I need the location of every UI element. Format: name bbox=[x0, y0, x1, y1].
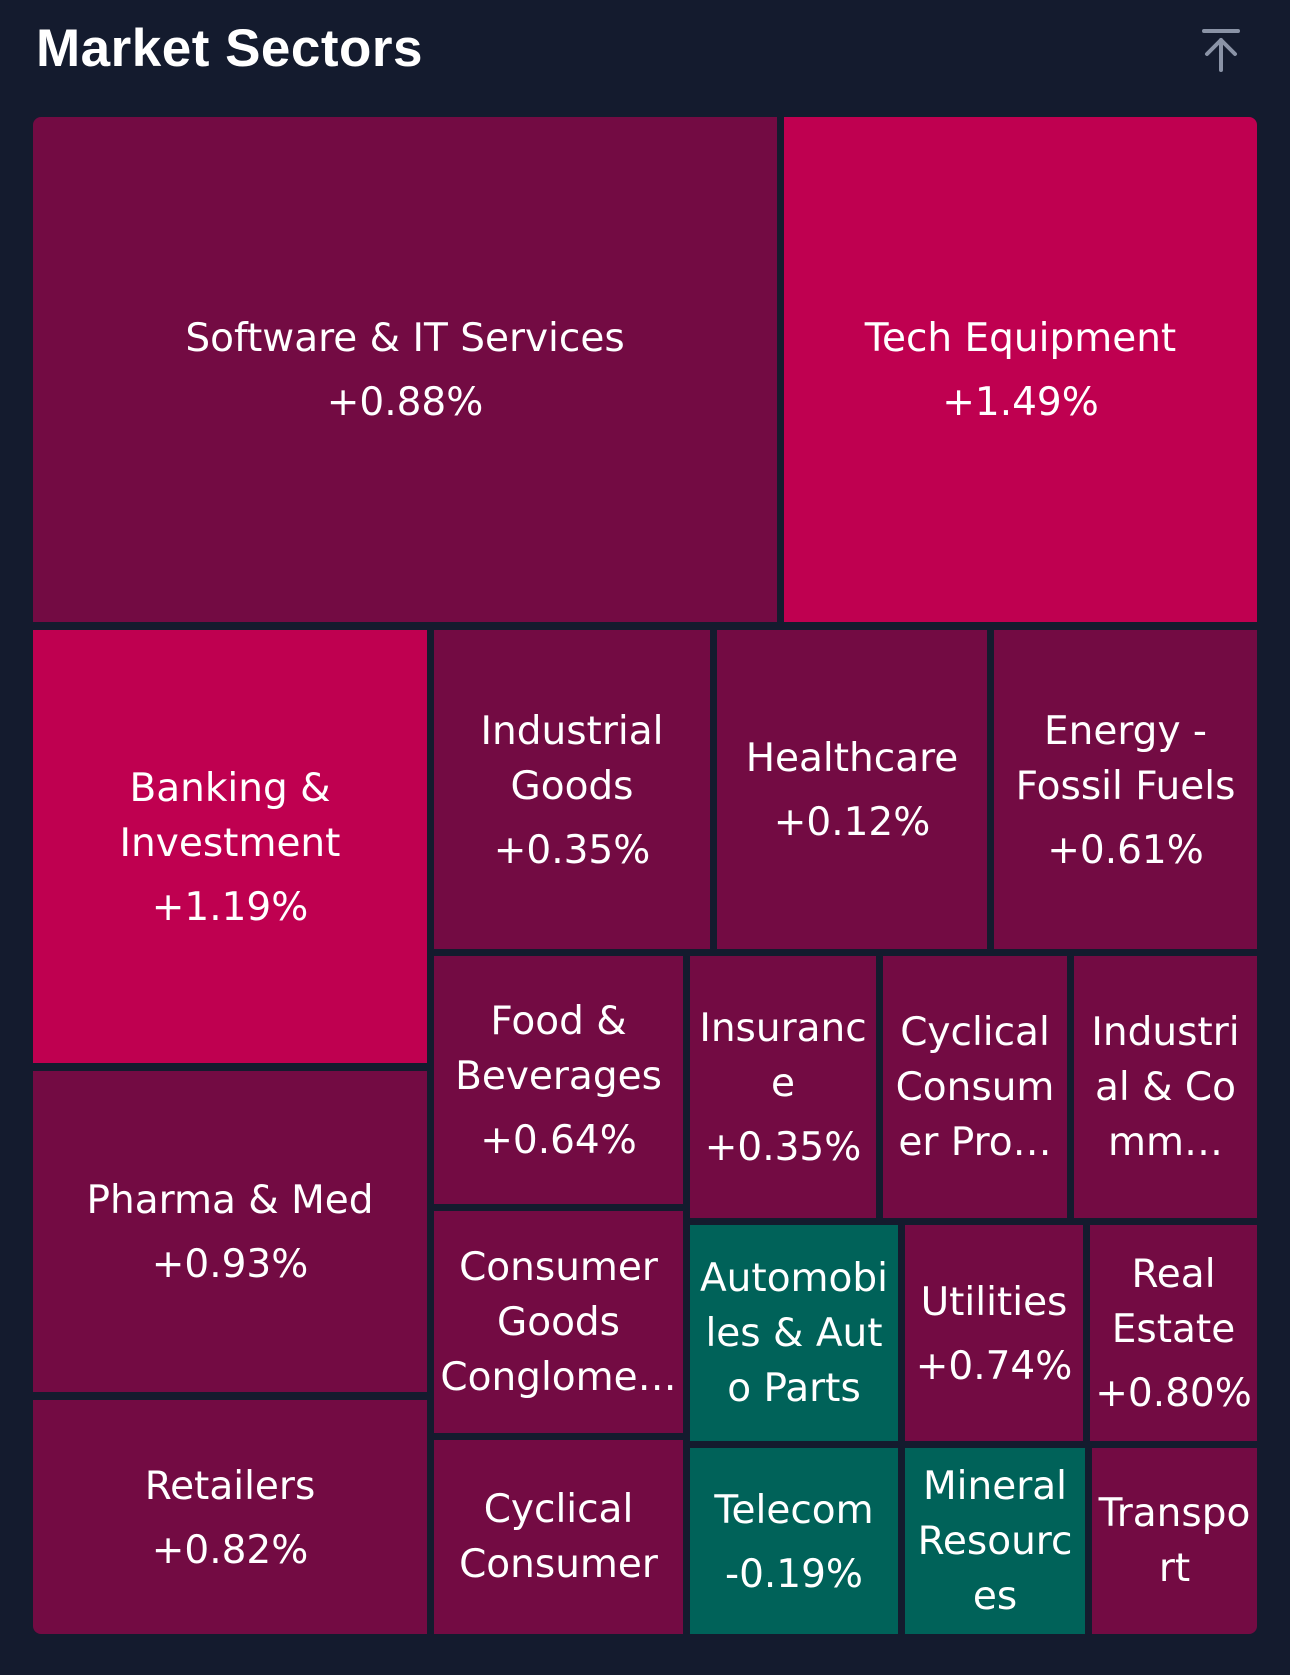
sector-tile-automobiles-auto-parts[interactable]: Automobiles & Auto Parts bbox=[690, 1225, 898, 1441]
sector-change: +0.74% bbox=[915, 1343, 1073, 1389]
sector-change: +0.88% bbox=[326, 380, 484, 425]
sector-name: Software & IT Services bbox=[185, 316, 625, 361]
sector-change: +0.80% bbox=[1095, 1371, 1252, 1416]
sector-tile-software-it-services[interactable]: Software & IT Services +0.88% bbox=[33, 117, 777, 622]
sector-tile-insurance[interactable]: Insurance +0.35% bbox=[690, 956, 876, 1218]
sector-name: Banking & Investment bbox=[119, 765, 341, 866]
sector-name: Industrial Goods bbox=[480, 708, 664, 809]
sector-name: Food & Beverages bbox=[455, 999, 662, 1099]
sector-change: +0.61% bbox=[1047, 827, 1204, 873]
sector-name: Insurance bbox=[699, 1006, 867, 1106]
sector-tile-transport[interactable]: Transport bbox=[1092, 1448, 1257, 1634]
sector-name: Automobiles & Auto Parts bbox=[700, 1255, 888, 1411]
sector-change: +0.82% bbox=[151, 1527, 309, 1573]
sector-tile-banking-investment[interactable]: Banking & Investment +1.19% bbox=[33, 630, 427, 1063]
sector-tile-pharma-med[interactable]: Pharma & Med +0.93% bbox=[33, 1071, 427, 1392]
sector-tile-industrial-goods[interactable]: Industrial Goods +0.35% bbox=[434, 630, 710, 949]
sector-tile-food-beverages[interactable]: Food & Beverages +0.64% bbox=[434, 956, 683, 1204]
sector-name: Retailers bbox=[144, 1463, 316, 1509]
sector-name: Industrial & Comm… bbox=[1091, 1009, 1240, 1165]
sector-tile-healthcare[interactable]: Healthcare +0.12% bbox=[717, 630, 987, 949]
sector-name: Cyclical Consumer Pro… bbox=[895, 1009, 1055, 1165]
sector-name: Tech Equipment bbox=[864, 316, 1177, 361]
sector-name: Utilities bbox=[920, 1279, 1068, 1325]
sector-change: +1.49% bbox=[942, 380, 1099, 425]
sector-tile-energy-fossil-fuels[interactable]: Energy - Fossil Fuels +0.61% bbox=[994, 630, 1257, 949]
sector-name: Real Estate bbox=[1111, 1252, 1236, 1352]
sector-change: +0.35% bbox=[493, 827, 651, 873]
scroll-to-top-button[interactable] bbox=[1193, 22, 1249, 78]
sector-tile-retailers[interactable]: Retailers +0.82% bbox=[33, 1400, 427, 1634]
sector-tile-utilities[interactable]: Utilities +0.74% bbox=[905, 1225, 1083, 1441]
sector-change: +0.35% bbox=[704, 1125, 862, 1170]
sector-tile-tech-equipment[interactable]: Tech Equipment +1.49% bbox=[784, 117, 1257, 622]
page-title: Market Sectors bbox=[36, 19, 424, 78]
sector-change: +0.93% bbox=[151, 1242, 309, 1287]
sector-name: Healthcare bbox=[745, 736, 959, 781]
sector-tile-real-estate[interactable]: Real Estate +0.80% bbox=[1090, 1225, 1257, 1441]
sector-name: Energy - Fossil Fuels bbox=[1015, 708, 1236, 809]
sector-name: Telecom bbox=[714, 1487, 874, 1533]
sector-change: +0.64% bbox=[480, 1118, 637, 1163]
sector-tile-cyclical-consumer-products[interactable]: Cyclical Consumer Pro… bbox=[883, 956, 1067, 1218]
arrow-up-to-line-icon bbox=[1202, 29, 1240, 72]
sector-tile-telecom[interactable]: Telecom -0.19% bbox=[690, 1448, 898, 1634]
sector-change: -0.19% bbox=[725, 1551, 863, 1597]
sector-tile-consumer-goods-conglomerates[interactable]: Consumer Goods Conglome… bbox=[434, 1211, 683, 1433]
sector-change: +0.12% bbox=[773, 800, 931, 845]
sector-change: +1.19% bbox=[151, 884, 309, 930]
header: Market Sectors bbox=[0, 0, 1290, 110]
sector-name: Consumer Goods Conglome… bbox=[440, 1244, 677, 1400]
sector-name: Mineral Resources bbox=[917, 1463, 1073, 1619]
sector-tile-mineral-resources[interactable]: Mineral Resources bbox=[905, 1448, 1085, 1634]
sector-tile-cyclical-consumer[interactable]: Cyclical Consumer bbox=[434, 1440, 683, 1634]
sector-name: Pharma & Med bbox=[86, 1178, 374, 1223]
sector-tile-industrial-commercial[interactable]: Industrial & Comm… bbox=[1074, 956, 1257, 1218]
sector-name: Cyclical Consumer bbox=[459, 1487, 658, 1587]
sector-name: Transport bbox=[1098, 1491, 1251, 1591]
